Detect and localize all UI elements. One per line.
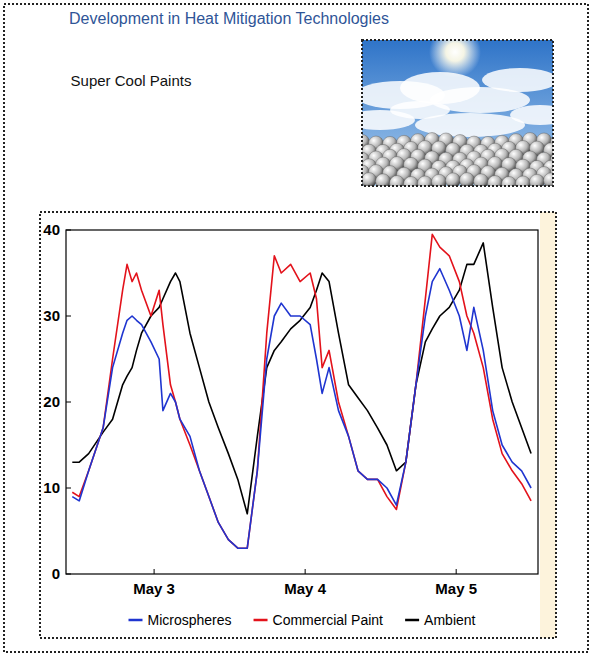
legend-label: Microspheres xyxy=(148,612,232,628)
sphere xyxy=(474,174,489,186)
sphere xyxy=(376,174,391,186)
sphere xyxy=(390,175,405,186)
legend-item: Ambient xyxy=(405,612,475,628)
legend-swatch xyxy=(129,619,143,622)
cloud xyxy=(390,101,450,119)
y-tick-label: 10 xyxy=(43,479,60,496)
legend-label: Ambient xyxy=(424,612,475,628)
sphere xyxy=(362,173,377,186)
sun xyxy=(429,40,481,78)
x-tick xyxy=(456,569,457,574)
sphere xyxy=(502,176,517,186)
series-line xyxy=(72,269,531,549)
sphere xyxy=(460,173,475,186)
sphere xyxy=(404,176,419,186)
x-tick xyxy=(305,569,306,574)
chart-white xyxy=(40,212,540,638)
y-tick-label: 40 xyxy=(43,221,60,238)
sphere xyxy=(446,173,461,186)
x-tick-label: May 5 xyxy=(435,580,477,597)
chart-box xyxy=(40,212,556,638)
sphere xyxy=(544,173,554,186)
image-frame xyxy=(362,40,553,186)
plot-frame xyxy=(66,230,538,574)
subtitle: Super Cool Paints xyxy=(71,72,192,89)
cloud xyxy=(510,105,553,125)
sphere xyxy=(488,176,503,186)
sphere xyxy=(530,174,545,186)
series-line xyxy=(72,243,531,514)
sphere xyxy=(432,174,447,186)
cloud xyxy=(482,68,553,92)
sphere xyxy=(418,176,433,186)
x-tick-label: May 3 xyxy=(133,580,175,597)
y-tick xyxy=(66,316,71,317)
x-tick xyxy=(154,569,155,574)
title: Development in Heat Mitigation Technolog… xyxy=(69,10,389,27)
y-tick xyxy=(66,488,71,489)
series-line xyxy=(72,234,531,548)
chart-frame xyxy=(40,212,556,638)
legend: Microspheres Commercial Paint Ambient xyxy=(129,612,476,628)
legend-swatch xyxy=(254,619,268,622)
legend-swatch xyxy=(405,619,419,622)
legend-item: Microspheres xyxy=(129,612,232,628)
page: Development in Heat Mitigation Technolog… xyxy=(0,0,592,656)
y-tick xyxy=(66,402,71,403)
illustration xyxy=(362,40,553,186)
sphere xyxy=(516,176,531,186)
legend-label: Commercial Paint xyxy=(273,612,384,628)
y-tick xyxy=(66,230,71,231)
outer-frame xyxy=(4,4,588,652)
y-tick-label: 0 xyxy=(52,565,60,582)
lines xyxy=(72,234,531,548)
x-tick-label: May 4 xyxy=(284,580,326,597)
y-tick-label: 30 xyxy=(43,307,60,324)
y-tick-label: 20 xyxy=(43,393,60,410)
y-tick xyxy=(66,574,71,575)
legend-item: Commercial Paint xyxy=(254,612,384,628)
